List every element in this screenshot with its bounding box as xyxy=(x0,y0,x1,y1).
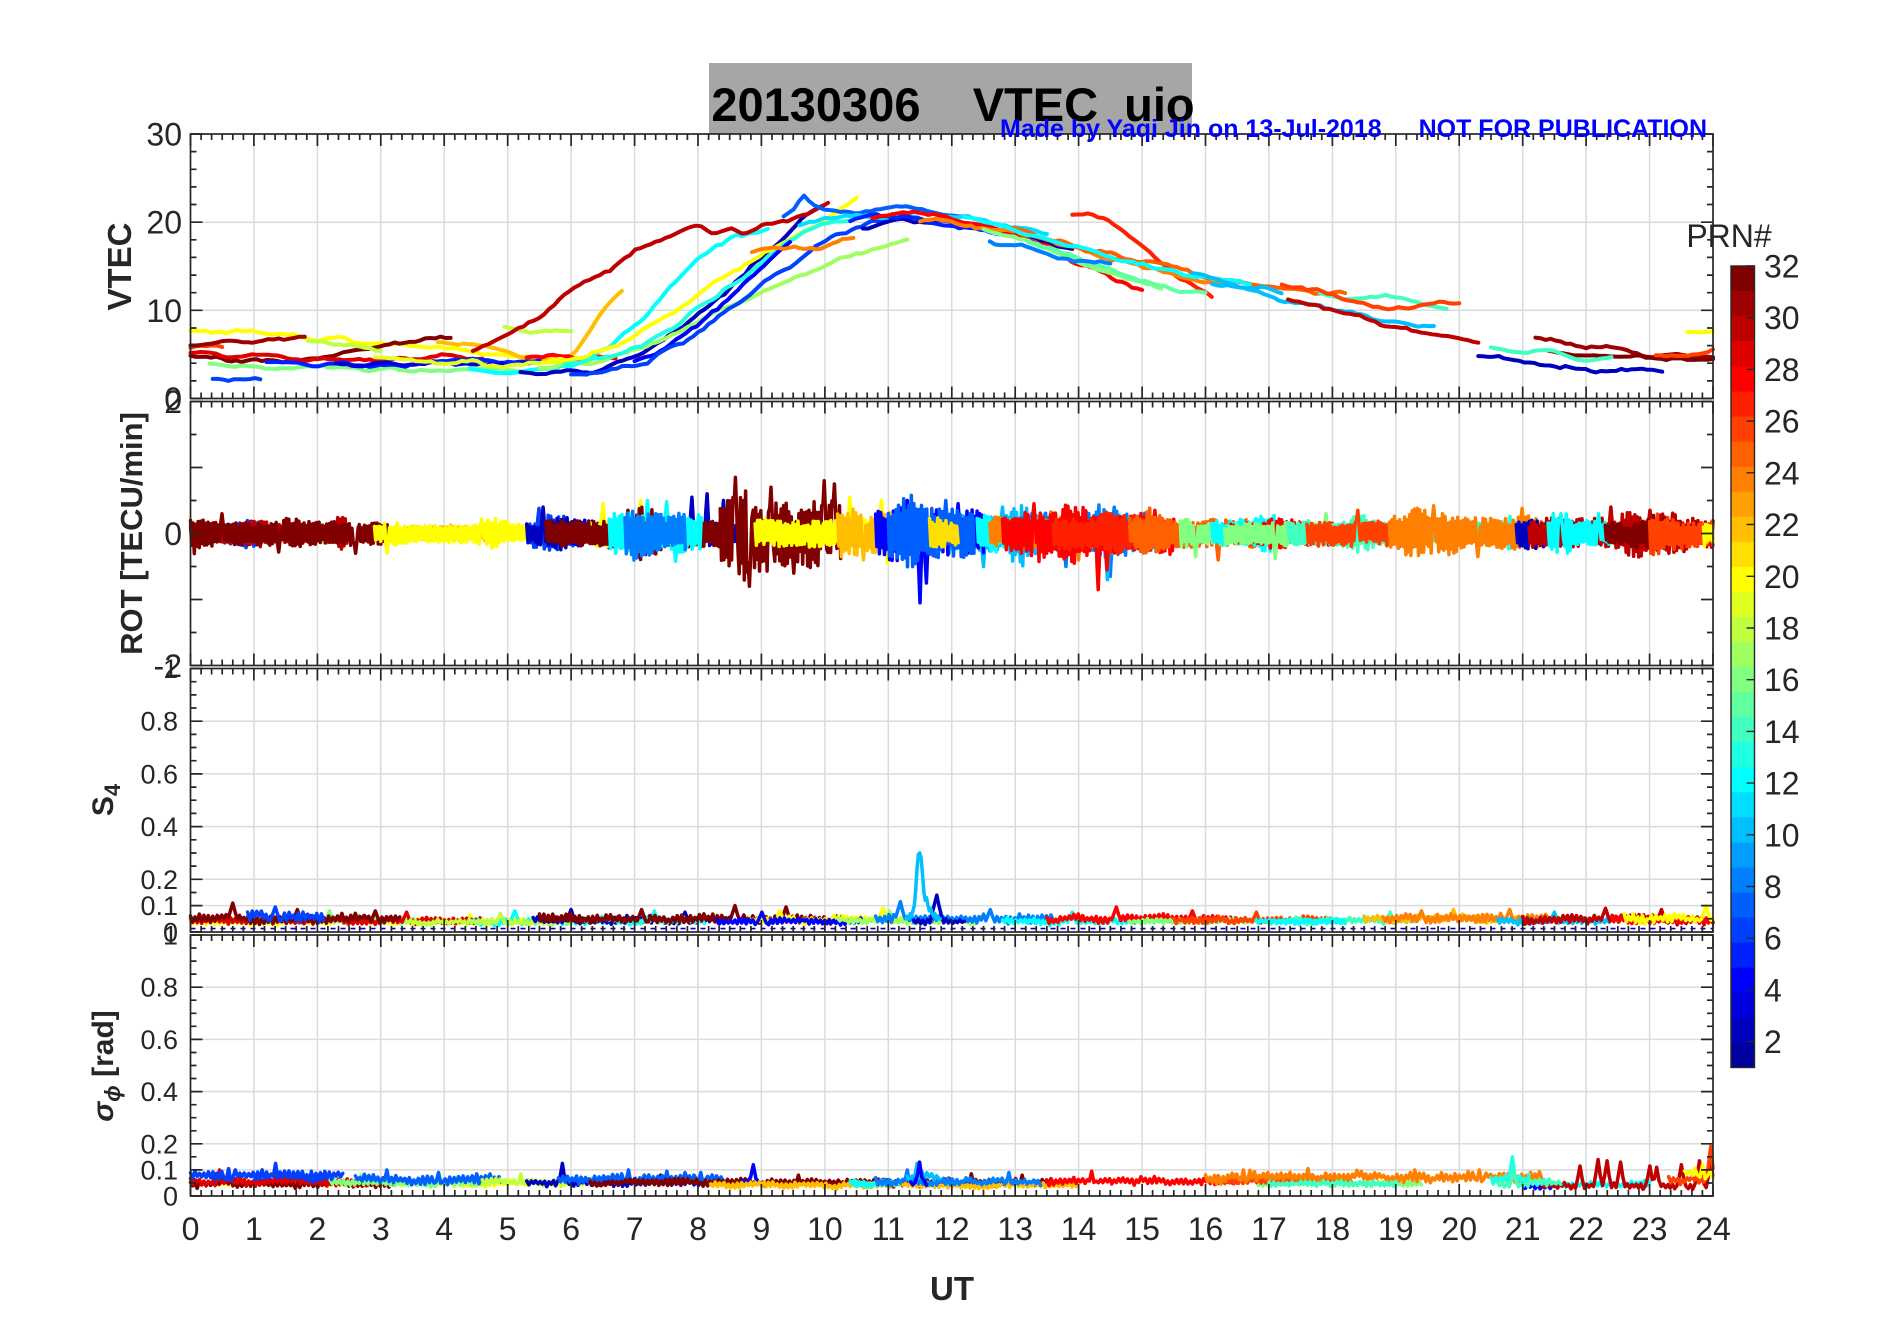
svg-text:20130306 VTEC uio: 20130306 VTEC uio xyxy=(711,78,1194,131)
svg-text:1: 1 xyxy=(163,654,178,684)
svg-text:18: 18 xyxy=(1315,1211,1351,1247)
svg-text:0: 0 xyxy=(164,381,182,417)
svg-text:20: 20 xyxy=(146,205,182,241)
svg-text:6: 6 xyxy=(1764,921,1782,957)
svg-text:24: 24 xyxy=(1764,455,1800,491)
svg-text:0.8: 0.8 xyxy=(140,973,178,1003)
svg-text:0.1: 0.1 xyxy=(140,891,178,921)
svg-text:0.4: 0.4 xyxy=(140,812,178,842)
svg-text:10: 10 xyxy=(146,293,182,329)
svg-text:UT: UT xyxy=(930,1270,974,1307)
svg-text:0.6: 0.6 xyxy=(140,759,178,789)
svg-text:10: 10 xyxy=(807,1211,843,1247)
svg-text:0.2: 0.2 xyxy=(140,865,178,895)
svg-text:1: 1 xyxy=(245,1211,263,1247)
svg-text:18: 18 xyxy=(1764,611,1800,647)
svg-text:0.1: 0.1 xyxy=(140,1155,178,1185)
svg-text:26: 26 xyxy=(1764,404,1800,440)
svg-text:21: 21 xyxy=(1505,1211,1541,1247)
svg-text:28: 28 xyxy=(1764,352,1800,388)
svg-text:6: 6 xyxy=(562,1211,580,1247)
svg-text:20: 20 xyxy=(1441,1211,1477,1247)
svg-text:14: 14 xyxy=(1764,714,1800,750)
svg-text:15: 15 xyxy=(1124,1211,1160,1247)
svg-text:3: 3 xyxy=(372,1211,390,1247)
svg-text:13: 13 xyxy=(997,1211,1033,1247)
svg-text:30: 30 xyxy=(1764,300,1800,336)
svg-text:9: 9 xyxy=(753,1211,771,1247)
svg-text:0: 0 xyxy=(163,918,178,948)
svg-text:7: 7 xyxy=(626,1211,644,1247)
svg-text:0: 0 xyxy=(182,1211,200,1247)
svg-text:12: 12 xyxy=(1764,766,1800,802)
svg-text:VTEC: VTEC xyxy=(101,222,138,310)
svg-text:NOT FOR PUBLICATION: NOT FOR PUBLICATION xyxy=(1419,115,1707,143)
svg-text:12: 12 xyxy=(934,1211,970,1247)
svg-text:2: 2 xyxy=(309,1211,327,1247)
svg-text:0: 0 xyxy=(164,516,182,552)
svg-text:19: 19 xyxy=(1378,1211,1414,1247)
svg-text:16: 16 xyxy=(1764,662,1800,698)
svg-text:0.6: 0.6 xyxy=(140,1025,178,1055)
svg-text:PRN#: PRN# xyxy=(1686,218,1772,254)
svg-text:2: 2 xyxy=(1764,1024,1782,1060)
svg-text:0.8: 0.8 xyxy=(140,707,178,737)
svg-text:20: 20 xyxy=(1764,559,1800,595)
svg-text:1: 1 xyxy=(163,921,178,951)
svg-text:11: 11 xyxy=(872,1211,905,1247)
svg-text:30: 30 xyxy=(146,117,182,153)
svg-text:Made by Yaqi Jin on 13-Jul-201: Made by Yaqi Jin on 13-Jul-2018 xyxy=(1000,115,1382,143)
svg-text:ROT [TECU/min]: ROT [TECU/min] xyxy=(114,412,149,655)
svg-text:4: 4 xyxy=(1764,972,1782,1008)
svg-text:14: 14 xyxy=(1061,1211,1097,1247)
svg-text:-2: -2 xyxy=(154,648,182,684)
svg-text:4: 4 xyxy=(435,1211,453,1247)
svg-text:17: 17 xyxy=(1251,1211,1287,1247)
svg-text:22: 22 xyxy=(1568,1211,1604,1247)
svg-text:10: 10 xyxy=(1764,817,1800,853)
svg-text:0.4: 0.4 xyxy=(140,1077,178,1107)
svg-text:2: 2 xyxy=(164,384,182,420)
svg-text:0.2: 0.2 xyxy=(140,1129,178,1159)
svg-text:8: 8 xyxy=(1764,869,1782,905)
svg-text:σϕ [rad]: σϕ [rad] xyxy=(87,1010,125,1122)
svg-text:5: 5 xyxy=(499,1211,517,1247)
svg-text:24: 24 xyxy=(1695,1211,1731,1247)
svg-text:8: 8 xyxy=(689,1211,707,1247)
svg-text:0: 0 xyxy=(163,1182,178,1212)
svg-text:23: 23 xyxy=(1632,1211,1668,1247)
svg-text:22: 22 xyxy=(1764,507,1800,543)
svg-text:32: 32 xyxy=(1764,249,1800,285)
svg-text:16: 16 xyxy=(1188,1211,1224,1247)
